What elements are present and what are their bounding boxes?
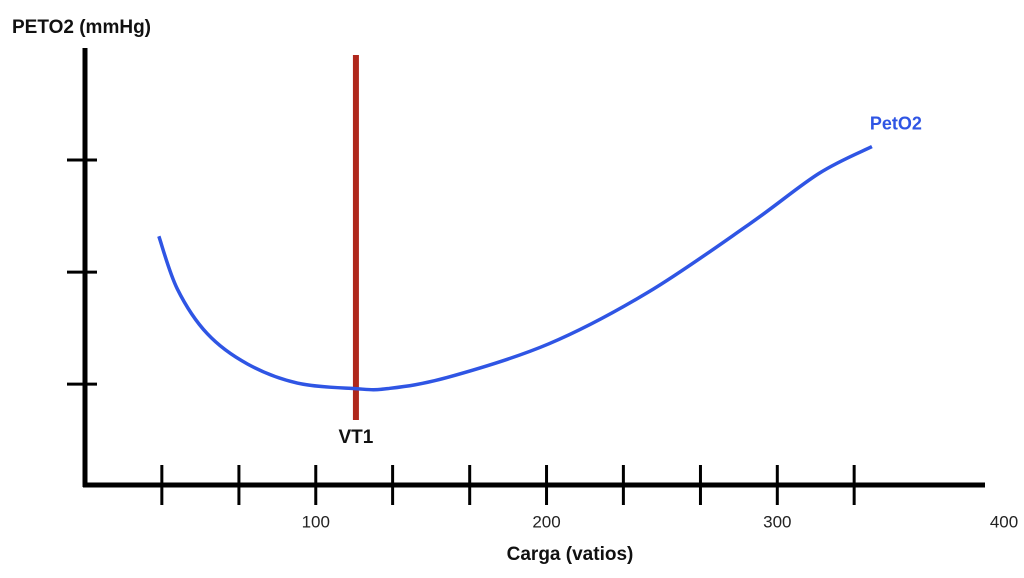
series-label: PetO2 — [870, 113, 922, 133]
y-axis-title: PETO2 (mmHg) — [12, 17, 151, 38]
x-tick-label: 300 — [763, 512, 791, 531]
reference-label: VT1 — [338, 427, 373, 448]
x-tick-label: 400 — [990, 512, 1018, 531]
x-tick-label: 200 — [532, 512, 560, 531]
x-tick-label: 100 — [302, 512, 330, 531]
data-line — [157, 145, 873, 392]
x-axis-title: Carga (vatios) — [507, 544, 634, 565]
